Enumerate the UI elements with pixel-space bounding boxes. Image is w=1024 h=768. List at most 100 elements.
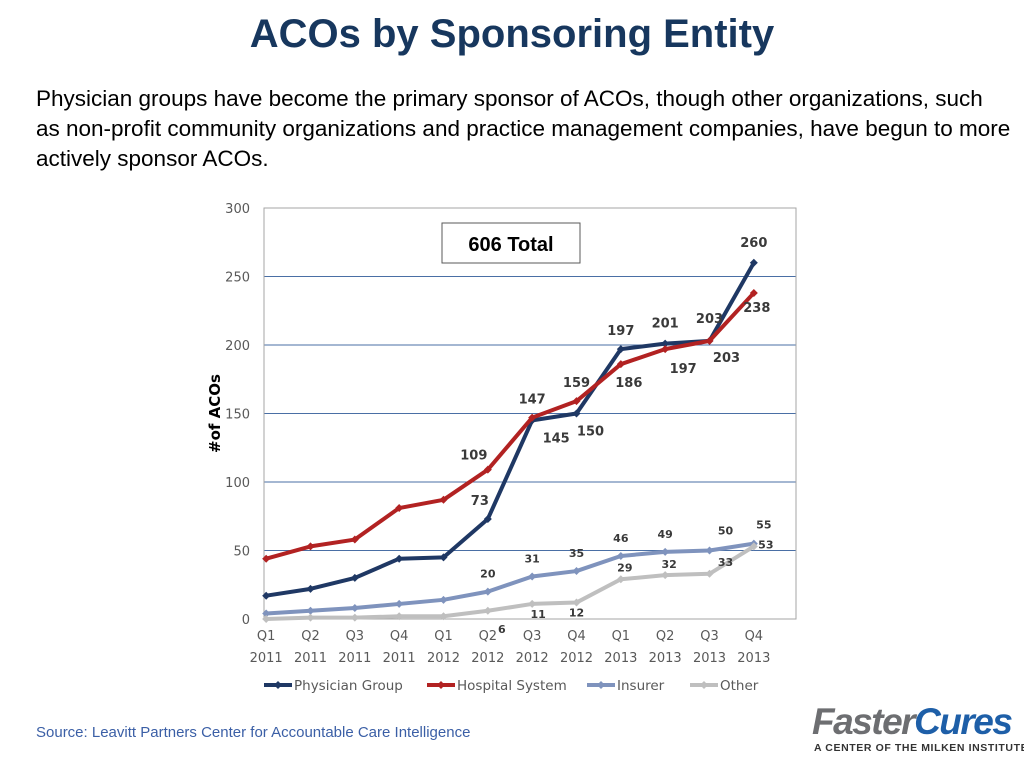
y-tick-label-250: 250 <box>225 271 250 286</box>
legend: Physician Group Hospital System Insurer Oth… <box>264 678 759 694</box>
data-label-s3-6: 11 <box>531 608 546 621</box>
series-2-point-6 <box>528 572 537 581</box>
y-tick-label-150: 150 <box>225 408 250 423</box>
data-label-s0-9: 201 <box>652 317 679 332</box>
series-1-point-6 <box>528 413 537 422</box>
series-3-point-5 <box>483 606 492 615</box>
series-1-point-2 <box>350 535 359 544</box>
x-tick-label-1-year: 2011 <box>294 651 327 666</box>
series-3-point-2 <box>350 613 359 622</box>
series-lines <box>262 258 758 623</box>
x-tick-label-7-year: 2012 <box>560 651 593 666</box>
legend-label-0: Physician Group <box>294 678 403 694</box>
series-1-point-3 <box>395 504 404 513</box>
y-tick-label-200: 200 <box>225 339 250 354</box>
data-label-s0-7: 150 <box>577 425 604 440</box>
data-label-s1-9: 197 <box>670 362 697 377</box>
series-3-point-11 <box>749 542 758 551</box>
data-label-s0-6: 145 <box>543 431 570 446</box>
series-2-point-10 <box>705 546 714 555</box>
series-3-point-3 <box>395 612 404 621</box>
series-1-point-0 <box>262 554 271 563</box>
x-tick-label-5-quarter: Q2 <box>479 629 498 644</box>
fastercures-logo: FasterCures A CENTER OF THE MILKEN INSTI… <box>812 701 1024 762</box>
series-1-point-9 <box>661 345 670 354</box>
data-label-s2-9: 49 <box>658 528 673 541</box>
data-label-s3-8: 29 <box>617 561 632 574</box>
logo-wordmark: FasterCures <box>812 701 1013 742</box>
legend-label-3: Other <box>720 678 759 694</box>
x-tick-label-0-quarter: Q1 <box>257 629 276 644</box>
x-tick-label-5-year: 2012 <box>471 651 504 666</box>
x-tick-label-6-quarter: Q3 <box>523 629 542 644</box>
x-tick-label-8-quarter: Q1 <box>612 629 631 644</box>
series-3-point-7 <box>572 598 581 607</box>
series-line-3 <box>266 544 755 621</box>
data-label-s3-10: 33 <box>718 556 733 569</box>
y-tick-label-300: 300 <box>225 202 250 217</box>
data-label-s0-8: 197 <box>607 324 634 339</box>
series-2-point-5 <box>483 587 492 596</box>
data-label-s3-5: 6 <box>498 623 506 636</box>
data-label-s1-8: 186 <box>615 376 642 391</box>
series-0-point-1 <box>306 584 315 593</box>
page-title: ACOs by Sponsoring Entity <box>249 12 775 56</box>
x-tick-label-1-quarter: Q2 <box>301 629 320 644</box>
x-tick-label-3-quarter: Q4 <box>390 629 409 644</box>
data-label-s1-11: 238 <box>743 301 770 316</box>
series-1-point-4 <box>439 495 448 504</box>
data-label-s3-9: 32 <box>662 558 677 571</box>
series-1-point-8 <box>616 360 625 369</box>
x-tick-label-3-year: 2011 <box>383 651 416 666</box>
series-2-point-0 <box>262 609 271 618</box>
series-0-point-7 <box>572 409 581 418</box>
legend-label-1: Hospital System <box>457 678 567 694</box>
series-2-point-4 <box>439 595 448 604</box>
series-3-point-6 <box>528 599 537 608</box>
legend-marker-2 <box>597 681 605 689</box>
series-3-point-8 <box>616 575 625 584</box>
data-label-s0-10: 203 <box>696 312 723 327</box>
x-tick-label-6-year: 2012 <box>516 651 549 666</box>
y-tick-label-50: 50 <box>233 545 250 560</box>
x-tick-label-2-year: 2011 <box>338 651 371 666</box>
data-label-s0-5: 73 <box>471 494 489 509</box>
x-tick-label-11-quarter: Q4 <box>745 629 764 644</box>
series-0-point-3 <box>395 554 404 563</box>
x-tick-label-7-quarter: Q4 <box>567 629 586 644</box>
series-0-point-2 <box>350 573 359 582</box>
source-note: Source: Leavitt Partners Center for Acco… <box>36 724 471 741</box>
y-tick-label-100: 100 <box>225 476 250 491</box>
y-axis-title: #of ACOs <box>206 374 224 453</box>
logo-part-faster: Faster <box>812 701 916 742</box>
data-label-s1-6: 147 <box>519 393 546 408</box>
series-2-point-8 <box>616 551 625 560</box>
data-label-s3-11: 53 <box>758 538 773 551</box>
x-tick-label-10-year: 2013 <box>693 651 726 666</box>
series-line-1 <box>265 291 756 561</box>
series-0-point-4 <box>439 553 448 562</box>
logo-part-cures: Cures <box>914 701 1013 742</box>
legend-marker-0 <box>274 681 282 689</box>
series-0-point-9 <box>661 339 670 348</box>
intro-paragraph: Physician groups have become the primary… <box>36 86 1011 171</box>
x-tick-label-9-quarter: Q2 <box>656 629 675 644</box>
x-tick-label-8-year: 2013 <box>604 651 637 666</box>
series-0-point-8 <box>616 345 625 354</box>
data-label-s2-11: 55 <box>756 519 771 532</box>
x-tick-label-10-quarter: Q3 <box>700 629 719 644</box>
data-label-s2-5: 20 <box>480 568 496 581</box>
series-line-2 <box>266 541 755 616</box>
series-1-point-7 <box>572 397 581 406</box>
series-0-point-0 <box>262 591 271 600</box>
series-3-point-4 <box>439 612 448 621</box>
series-0-point-11 <box>749 258 758 267</box>
legend-label-2: Insurer <box>617 678 665 694</box>
data-label-s0-11: 260 <box>740 236 767 251</box>
data-label-s1-10: 203 <box>713 351 740 366</box>
x-tick-label-4-year: 2012 <box>427 651 460 666</box>
series-1-point-11 <box>749 288 758 297</box>
data-label-s2-8: 46 <box>613 532 629 545</box>
